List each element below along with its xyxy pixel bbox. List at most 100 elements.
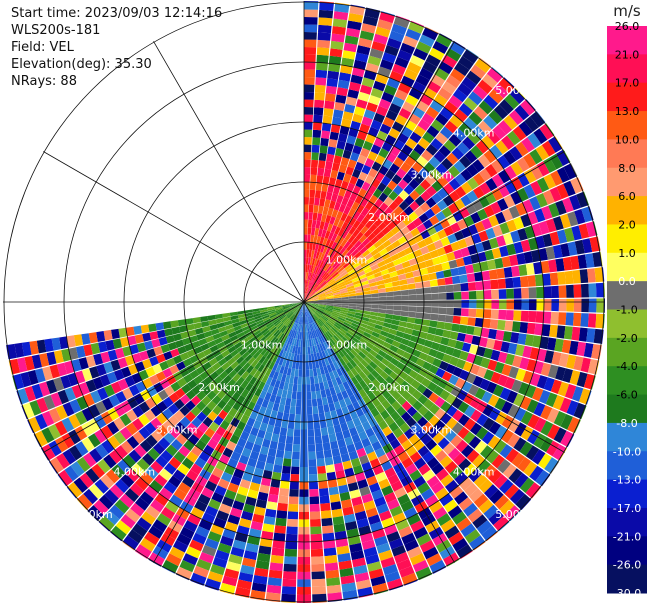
range-gate xyxy=(275,518,286,527)
range-gate xyxy=(299,354,302,362)
range-gate xyxy=(304,55,316,63)
range-gate xyxy=(310,511,321,519)
range-gate xyxy=(163,321,172,329)
range-gate xyxy=(428,273,437,281)
range-gate xyxy=(394,296,402,301)
range-gate xyxy=(269,487,279,496)
range-gate xyxy=(401,301,409,306)
range-gate xyxy=(270,441,278,450)
range-gate xyxy=(324,169,332,178)
range-gate xyxy=(423,287,431,294)
range-gate xyxy=(400,316,408,322)
range-gate xyxy=(437,278,445,286)
range-gate xyxy=(294,369,298,377)
range-gate xyxy=(277,442,285,451)
range-gate xyxy=(386,301,394,305)
range-gate xyxy=(288,421,295,429)
range-gate xyxy=(193,317,201,323)
range-gate xyxy=(269,570,283,579)
range-gate xyxy=(304,70,315,78)
range-gate xyxy=(587,268,596,282)
range-gate xyxy=(314,429,321,437)
range-gate xyxy=(282,586,296,594)
range-gate xyxy=(581,299,589,313)
range-gate xyxy=(285,541,297,549)
range-gate xyxy=(170,320,178,327)
range-gate xyxy=(304,84,314,92)
range-gate xyxy=(141,325,150,334)
colorbar: m/s 26.021.017.013.010.08.06.02.01.00.0-… xyxy=(607,2,647,600)
range-gate xyxy=(310,504,320,512)
range-gate xyxy=(468,282,476,291)
range-gate xyxy=(322,435,330,444)
range-gate xyxy=(292,391,297,399)
range-gate xyxy=(306,377,310,385)
range-gate xyxy=(415,282,423,289)
range-gate xyxy=(330,441,338,450)
range-gate xyxy=(497,320,506,330)
range-gate xyxy=(371,293,379,297)
range-gate xyxy=(356,295,364,298)
range-gate xyxy=(309,482,318,490)
range-gate xyxy=(308,437,315,445)
range-gate xyxy=(293,437,300,445)
range-gate xyxy=(416,301,424,307)
range-gate xyxy=(312,406,318,414)
range-gate xyxy=(429,320,437,327)
range-gate xyxy=(505,278,513,289)
range-gate xyxy=(393,286,401,292)
range-gate xyxy=(329,433,337,442)
range-gate xyxy=(325,457,334,466)
range-gate xyxy=(489,269,498,279)
range-gate xyxy=(281,420,288,428)
range-gate xyxy=(320,145,328,153)
range-gate xyxy=(476,300,484,309)
range-gate xyxy=(581,284,589,298)
range-gate xyxy=(312,399,318,407)
azimuth-spoke xyxy=(154,41,305,302)
range-gate xyxy=(327,426,335,435)
range-gate xyxy=(288,504,298,512)
range-gate xyxy=(330,132,339,141)
range-gate xyxy=(589,299,597,313)
range-gate xyxy=(304,145,312,153)
range-gate xyxy=(320,191,327,199)
range-gate xyxy=(506,310,514,320)
range-gate xyxy=(299,362,302,370)
range-gate xyxy=(327,146,336,155)
range-gate xyxy=(317,47,330,55)
range-gate xyxy=(276,510,287,519)
elevation-label: Elevation(deg): 35.30 xyxy=(11,56,152,73)
range-gate xyxy=(521,288,529,299)
range-gate xyxy=(324,108,334,117)
range-gate xyxy=(316,62,328,70)
range-gate xyxy=(476,309,484,318)
range-gate xyxy=(521,311,529,322)
range-gate xyxy=(506,289,514,299)
range-gate xyxy=(461,300,469,308)
range-gate xyxy=(499,300,507,310)
range-gate xyxy=(288,511,299,519)
range-gate xyxy=(304,197,309,205)
range-gate xyxy=(281,473,290,481)
range-gate xyxy=(565,271,574,284)
range-gate xyxy=(287,429,294,437)
colorbar-unit: m/s xyxy=(613,2,641,20)
range-gate xyxy=(312,586,326,594)
range-gate xyxy=(304,204,309,212)
range-gate xyxy=(329,139,338,148)
range-gate xyxy=(285,443,293,451)
range-gate xyxy=(444,322,453,330)
range-gate xyxy=(307,242,310,250)
range-ring-label: 2.00km xyxy=(368,381,410,394)
range-gate xyxy=(356,304,364,307)
range-gate xyxy=(321,518,332,527)
range-gate xyxy=(514,299,522,309)
range-gate xyxy=(394,301,402,306)
range-gate xyxy=(595,314,603,329)
range-gate xyxy=(304,122,313,130)
range-gate xyxy=(483,309,491,318)
range-gate xyxy=(446,292,454,299)
colorbar-tick-label: -17.0 xyxy=(613,502,641,515)
colorbar-tick-label: -21.0 xyxy=(613,530,641,543)
